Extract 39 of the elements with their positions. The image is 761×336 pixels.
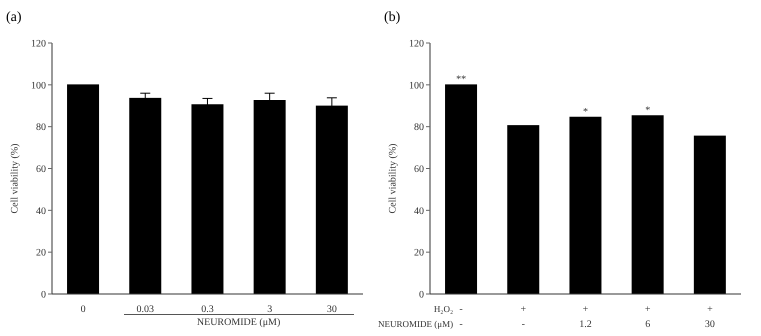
y-tick-label: 80 <box>414 122 424 134</box>
y-axis-title: Cell viability (%) <box>388 144 399 214</box>
bar <box>507 125 540 294</box>
y-tick-label: 40 <box>414 206 424 217</box>
x-tick-label: 0.03 <box>136 304 154 315</box>
annotation: * <box>583 106 588 118</box>
x-tick-label: + 6 <box>644 304 651 330</box>
annotation: ** <box>456 74 466 85</box>
x-tick-label: - - <box>459 304 463 330</box>
y-tick-label: 0 <box>41 290 46 301</box>
x-axis-title: NEUROMIDE (μM) <box>196 317 282 328</box>
x-axis-title: H₂O₂ NEUROMIDE (μM) <box>378 304 454 329</box>
bar <box>569 116 602 294</box>
y-tick-label: 20 <box>36 248 46 259</box>
x-tick-label: + - <box>520 304 526 330</box>
bar <box>445 84 478 294</box>
bar <box>632 115 664 294</box>
x-tick-label: 0 <box>80 304 86 315</box>
chart-title: (b) <box>384 10 400 26</box>
chart-title: (a) <box>6 10 22 26</box>
y-tick-label: 100 <box>31 80 46 92</box>
y-tick-label: 60 <box>36 164 46 176</box>
y-tick-label: 120 <box>31 38 46 50</box>
y-tick-label: 80 <box>36 122 46 134</box>
x-tick-label: 3 <box>267 304 272 315</box>
y-tick-label: 120 <box>409 38 424 50</box>
x-tick-label: + 30 <box>704 304 715 330</box>
annotation: * <box>645 104 650 116</box>
y-tick-label: 0 <box>419 290 424 301</box>
y-axis-title: Cell viability (%) <box>10 144 21 214</box>
y-tick-label: 40 <box>36 206 46 217</box>
x-tick-label: + 1.2 <box>579 304 592 330</box>
x-tick-label: 30 <box>326 304 337 315</box>
x-tick-label: 0.3 <box>201 304 214 315</box>
y-tick-label: 100 <box>409 80 424 92</box>
bar <box>694 136 726 294</box>
y-tick-label: 20 <box>414 248 424 259</box>
y-tick-label: 60 <box>414 164 424 176</box>
bar <box>67 84 100 294</box>
